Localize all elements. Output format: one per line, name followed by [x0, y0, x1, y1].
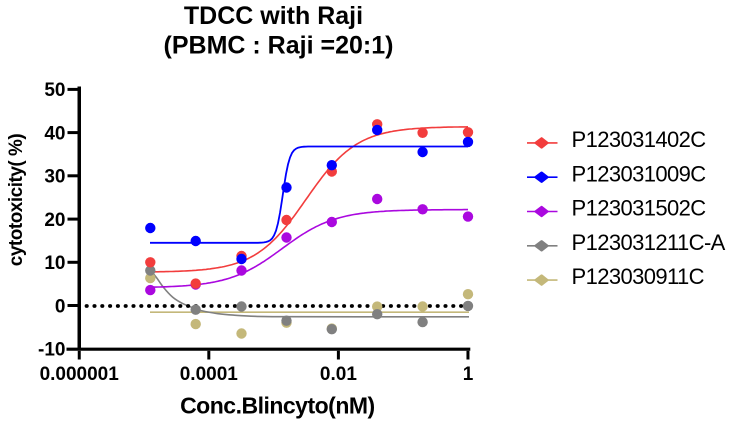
svg-text:30: 30: [44, 167, 65, 188]
svg-text:TDCC with Raji: TDCC with Raji: [184, 2, 363, 30]
svg-text:1: 1: [463, 364, 474, 385]
svg-text:P123030911C: P123030911C: [572, 264, 705, 289]
svg-text:40: 40: [44, 123, 65, 144]
svg-text:P123031009C: P123031009C: [572, 161, 707, 186]
svg-text:20: 20: [44, 210, 65, 231]
svg-text:0: 0: [55, 296, 66, 317]
svg-text:50: 50: [44, 80, 65, 101]
svg-text:cytotoxicity( %): cytotoxicity( %): [6, 134, 27, 267]
svg-text:0.01: 0.01: [320, 364, 357, 385]
svg-text:P123031502C: P123031502C: [572, 196, 707, 221]
svg-text:0.000001: 0.000001: [40, 364, 120, 385]
svg-text:P123031402C: P123031402C: [572, 127, 707, 152]
svg-text:10: 10: [44, 253, 65, 274]
svg-text:-10: -10: [38, 340, 65, 361]
svg-text:(PBMC : Raji =20:1): (PBMC : Raji =20:1): [164, 31, 394, 59]
svg-text:0.0001: 0.0001: [180, 364, 239, 385]
svg-text:Conc.Blincyto(nM): Conc.Blincyto(nM): [180, 393, 375, 419]
svg-text:P123031211C-A: P123031211C-A: [572, 230, 726, 255]
